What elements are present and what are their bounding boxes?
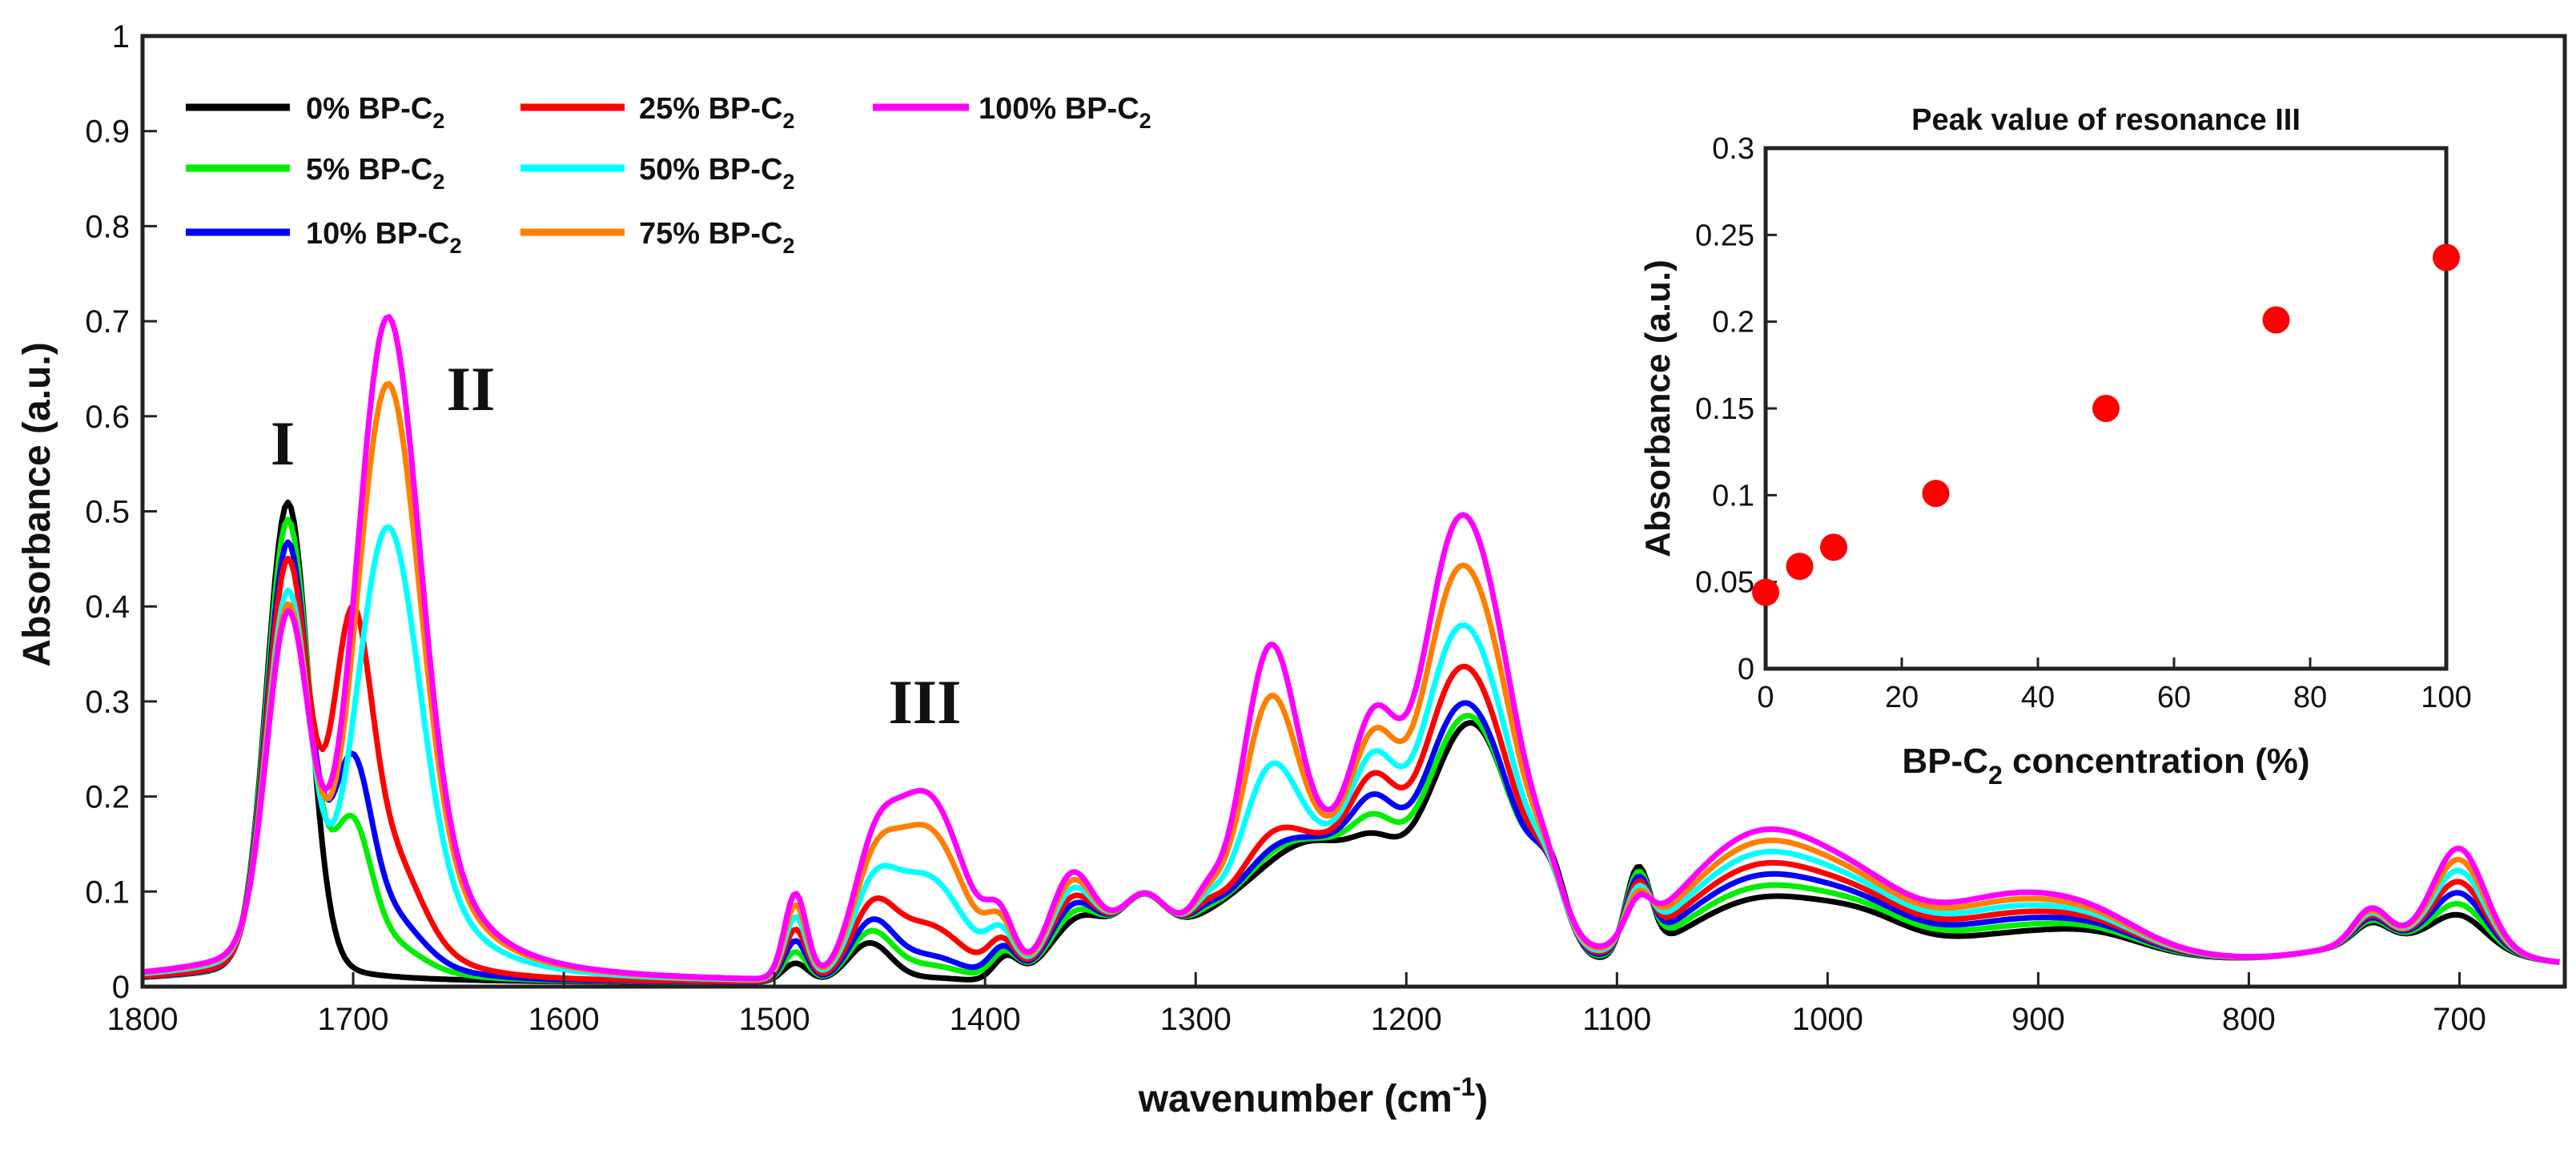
- inset-y-tick-label: 0.2: [1712, 306, 1754, 340]
- y-tick-label: 0.7: [85, 304, 130, 340]
- inset-y-ticks: 0 0.05 0.1 0.15 0.2 0.25 0.3: [1695, 132, 1777, 686]
- scatter-point: [2433, 243, 2460, 271]
- inset-x-axis-label: BP-C2 concentration (%): [1902, 742, 2309, 790]
- y-tick-label: 0.8: [85, 209, 130, 244]
- inset-x-tick-label: 20: [1885, 681, 1919, 714]
- x-tick-label: 1000: [1792, 1002, 1863, 1037]
- y-tick-label: 0.9: [85, 115, 130, 150]
- x-tick-label: 800: [2222, 1002, 2276, 1037]
- legend-item-4: 50% BP-C2: [520, 153, 795, 194]
- inset-y-tick-label: 0.05: [1695, 566, 1754, 600]
- inset-points: [1752, 243, 2460, 606]
- spectrum-curves: [142, 314, 2560, 985]
- y-tick-label: 0.3: [85, 685, 130, 720]
- peak-label-I: I: [271, 408, 295, 478]
- legend-label-4: 50% BP-C2: [639, 153, 795, 194]
- peak-label-III: III: [888, 667, 961, 737]
- legend-label-1: 5% BP-C2: [306, 153, 444, 194]
- x-tick-label: 1400: [950, 1002, 1021, 1037]
- x-tick-label: 700: [2433, 1002, 2486, 1037]
- x-tick-label: 1200: [1371, 1002, 1442, 1037]
- scatter-point: [1752, 578, 1779, 606]
- y-tick-label: 0.6: [85, 400, 130, 435]
- y-tick-label: 0: [112, 970, 130, 1005]
- legend-label-5: 75% BP-C2: [639, 217, 795, 258]
- y-tick-label: 0.5: [85, 495, 130, 530]
- inset-x-tick-label: 40: [2021, 681, 2055, 714]
- legend-label-3: 25% BP-C2: [639, 92, 795, 133]
- inset-y-tick-label: 0.25: [1695, 219, 1754, 252]
- legend-item-2: 10% BP-C2: [186, 217, 462, 258]
- legend: 0% BP-C2 5% BP-C2 10% BP-C2 25% BP-C2 50…: [186, 92, 1151, 258]
- legend-item-0: 0% BP-C2: [186, 92, 444, 133]
- legend-label-0: 0% BP-C2: [306, 92, 444, 133]
- legend-item-5: 75% BP-C2: [520, 217, 795, 258]
- peak-label-II: II: [447, 354, 496, 424]
- inset-x-tick-label: 0: [1757, 681, 1774, 714]
- scatter-point: [2262, 306, 2290, 334]
- inset-x-tick-label: 60: [2157, 681, 2191, 714]
- inset-y-axis-label: Absorbance (a.u.): [1638, 259, 1678, 557]
- x-tick-label: 1800: [107, 1002, 179, 1037]
- x-tick-label: 1300: [1160, 1002, 1232, 1037]
- x-tick-label: 900: [2011, 1002, 2065, 1037]
- scatter-point: [1922, 480, 1950, 508]
- scatter-point: [1786, 553, 1814, 581]
- inset-title: Peak value of resonance III: [1911, 103, 2301, 137]
- inset-scatter-plot: Peak value of resonance III 0 20 40 60 80 100…: [1638, 103, 2472, 790]
- legend-label-6: 100% BP-C2: [979, 92, 1151, 133]
- main-y-ticks: 0 0.1 0.2 0.3 0.4 0.5 0.6 0.7 0.8 0.9 1: [85, 19, 157, 1005]
- legend-item-3: 25% BP-C2: [520, 92, 795, 133]
- main-x-ticks: 1800 1700 1600 1500 1400 1300 1200 1100 1000 900 8…: [107, 972, 2486, 1037]
- main-spectrum-plot: 1800 1700 1600 1500 1400 1300 1200 1100 1000 900 8…: [16, 19, 2567, 1120]
- y-tick-label: 0.1: [85, 875, 130, 910]
- x-tick-label: 1600: [528, 1002, 600, 1037]
- inset-y-tick-label: 0: [1738, 653, 1754, 686]
- x-tick-label: 1700: [318, 1002, 389, 1037]
- x-tick-label: 1500: [739, 1002, 810, 1037]
- inset-y-tick-label: 0.3: [1712, 132, 1754, 166]
- legend-item-6: 100% BP-C2: [873, 92, 1151, 133]
- legend-label-2: 10% BP-C2: [306, 217, 462, 258]
- y-tick-label: 0.2: [85, 780, 130, 815]
- series-line-6: [142, 314, 2560, 982]
- y-tick-label: 0.4: [85, 589, 130, 625]
- x-tick-label: 1100: [1582, 1002, 1651, 1037]
- inset-x-tick-label: 80: [2293, 681, 2327, 714]
- scatter-point: [1820, 533, 1847, 561]
- inset-y-tick-label: 0.15: [1695, 392, 1754, 426]
- inset-x-tick-label: 100: [2421, 681, 2471, 714]
- scatter-point: [2092, 395, 2120, 422]
- inset-x-ticks: 0 20 40 60 80 100: [1757, 657, 2472, 714]
- y-tick-label: 1: [112, 19, 130, 54]
- legend-item-1: 5% BP-C2: [186, 153, 444, 194]
- main-y-axis-label: Absorbance (a.u.): [16, 342, 58, 666]
- main-x-axis-label: wavenumber (cm-1): [1138, 1072, 1489, 1120]
- inset-y-tick-label: 0.1: [1712, 479, 1754, 513]
